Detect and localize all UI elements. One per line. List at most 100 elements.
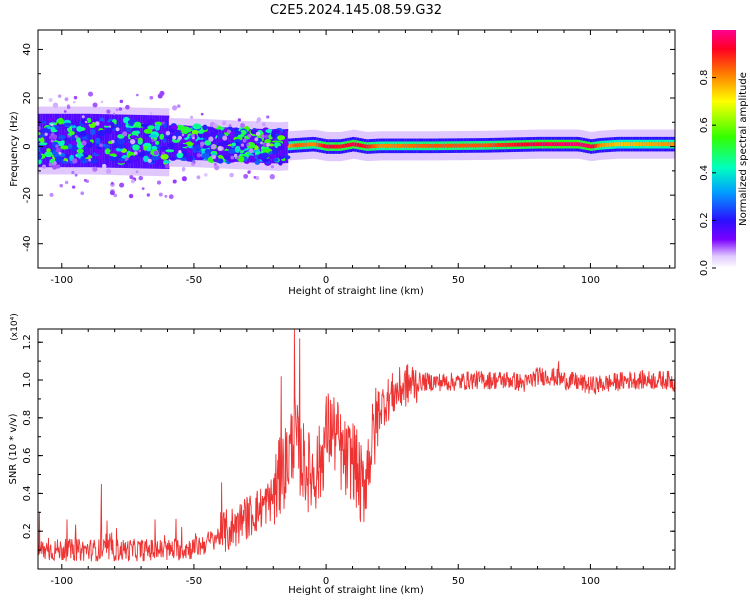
heat-cell [294, 143, 298, 148]
heat-cell [627, 142, 631, 147]
heat-outlier [149, 95, 154, 100]
heat-blob [179, 143, 188, 147]
spectrogram-xtick-label: 0 [323, 275, 329, 286]
heat-blob [278, 155, 285, 160]
heat-outlier [74, 173, 78, 177]
heat-blob [60, 145, 70, 150]
heat-blob [237, 155, 245, 163]
heat-blob [217, 158, 224, 164]
heat-cell [551, 142, 555, 147]
heat-outlier [255, 131, 261, 136]
heat-cell [587, 144, 591, 148]
heat-outlier [105, 168, 112, 174]
heat-cell [292, 143, 296, 148]
heat-cell [625, 142, 629, 147]
heat-cell [168, 125, 172, 160]
heat-cell [582, 143, 586, 148]
heat-cell [287, 143, 291, 148]
heat-cell [214, 126, 217, 161]
heat-blob [159, 133, 165, 140]
heat-outlier [52, 134, 58, 140]
heat-outlier [217, 145, 223, 152]
heat-outlier [111, 139, 115, 144]
heat-cell [387, 143, 391, 148]
heat-cell [637, 142, 641, 147]
heat-blob [194, 144, 202, 152]
heat-cell [566, 142, 569, 147]
heat-cell [670, 142, 674, 147]
heat-outlier [73, 95, 78, 100]
heat-cell [318, 143, 322, 148]
heat-blob [154, 124, 161, 131]
heat-cell [104, 114, 108, 168]
spectrogram-ytick-label: -40 [22, 236, 33, 252]
heat-blob [231, 142, 236, 147]
heat-outlier [221, 121, 227, 126]
heat-cell [404, 143, 408, 148]
heat-cell [528, 142, 531, 147]
heat-outlier [270, 165, 274, 169]
heat-outlier [247, 133, 252, 138]
heat-blob [60, 160, 68, 164]
heat-blob [60, 153, 66, 158]
heat-outlier [168, 194, 174, 200]
heat-outlier [255, 176, 260, 181]
heat-blob [148, 134, 158, 138]
heat-cell [126, 114, 129, 169]
heat-cell [561, 142, 565, 147]
snr-multiplier: (x10⁴) [10, 313, 20, 340]
heat-blob [223, 128, 228, 133]
heat-outlier [177, 135, 182, 141]
heat-outlier [83, 178, 87, 182]
heat-outlier [106, 109, 111, 114]
heat-outlier [72, 185, 76, 189]
heat-cell [373, 144, 377, 149]
heat-blob [271, 148, 278, 155]
heat-outlier [178, 150, 182, 154]
heat-cell [123, 114, 127, 169]
heat-outlier [153, 150, 159, 156]
heat-cell [535, 142, 539, 147]
heat-outlier [246, 143, 250, 147]
heat-cell [525, 142, 529, 147]
heat-cell [618, 142, 622, 147]
snr-ytick-label: 0.6 [22, 448, 33, 464]
snr-panel: -100 -50 0 50 100 0.2 0.4 0.6 0.8 1.0 1.2 Height o… [8, 313, 676, 596]
snr-xtick-label: 50 [452, 576, 465, 587]
heat-blob [147, 125, 155, 130]
heat-cell [299, 143, 303, 147]
heat-cell [420, 143, 424, 148]
heat-blob [137, 139, 143, 145]
heat-outlier [50, 123, 54, 127]
heat-blob [148, 118, 155, 124]
heat-cell [666, 142, 669, 147]
heat-blob [129, 155, 136, 163]
heat-blob [234, 141, 240, 146]
heat-cell [544, 142, 548, 147]
heat-outlier [73, 100, 76, 104]
heat-blob [44, 151, 53, 158]
heat-outlier [108, 125, 112, 128]
heat-blob [202, 132, 211, 137]
heat-cell [604, 143, 608, 147]
heat-outlier [242, 138, 247, 143]
heat-outlier [95, 121, 100, 126]
colorbar-tick-label: 0.4 [699, 165, 710, 181]
heat-blob [163, 160, 171, 164]
heat-blob [125, 127, 132, 132]
heat-cell [297, 143, 301, 148]
heat-blob [40, 137, 45, 144]
heat-cell [656, 142, 660, 147]
heat-blob [170, 151, 176, 156]
heat-cell [432, 143, 436, 148]
heat-outlier [72, 158, 78, 164]
heat-cell [309, 142, 313, 147]
heat-blob [71, 134, 76, 141]
heat-cell [630, 142, 634, 147]
heat-cell [313, 142, 317, 147]
heat-blob [254, 160, 260, 165]
spectrogram-panel: -100 -50 0 50 100 -40 -20 0 20 40 Height of strai… [9, 29, 676, 297]
heat-outlier [165, 130, 171, 136]
heat-cell [449, 143, 453, 148]
heat-blob [204, 148, 212, 154]
